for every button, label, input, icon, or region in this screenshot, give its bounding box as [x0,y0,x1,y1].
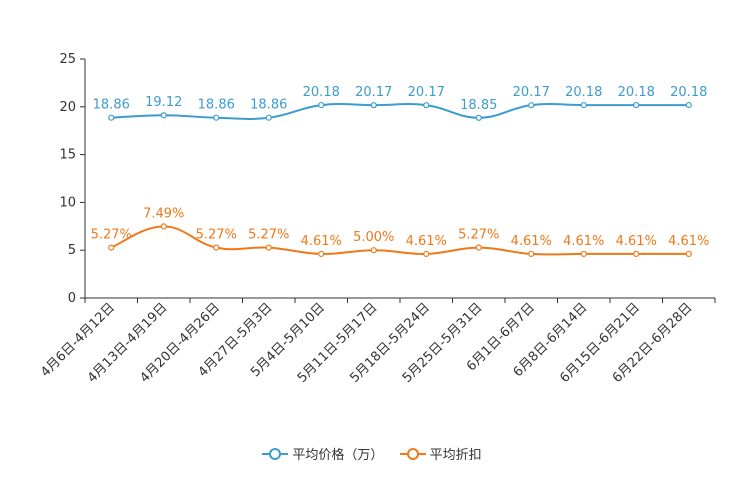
data-label-1-5: 5.00% [353,230,394,245]
data-label-1-3: 5.27% [248,228,289,243]
data-labels: 18.86 19.12 18.86 18.86 20.18 20.17 20.17 18.85… [91,85,710,249]
y-tick-label: 20 [59,100,76,115]
data-point-1-11[interactable] [685,250,692,258]
y-tick-label: 15 [59,148,76,163]
legend-marker-discount-icon [399,447,426,460]
data-point-1-2[interactable] [213,244,220,251]
data-point-1-6[interactable] [423,250,430,258]
data-label-1-7: 5.27% [458,228,499,243]
data-point-0-11[interactable] [685,101,692,109]
data-point-0-8[interactable] [528,102,535,109]
data-label-0-10: 20.18 [618,85,655,100]
data-label-1-10: 4.61% [616,234,657,249]
data-point-0-10[interactable] [633,101,640,109]
data-label-1-11: 4.61% [668,234,709,249]
data-label-0-2: 18.86 [198,98,235,113]
y-tick-label: 25 [59,52,76,67]
data-point-1-5[interactable] [370,247,377,254]
data-point-1-0[interactable] [108,244,115,251]
y-axis-ticks: 0 5 10 15 20 25 [59,52,85,306]
data-point-0-3[interactable] [265,114,272,121]
data-point-1-3[interactable] [265,244,272,251]
data-point-1-9[interactable] [580,250,587,258]
data-point-1-4[interactable] [318,250,325,258]
data-label-0-0: 18.86 [93,98,130,113]
series-line-1 [110,225,689,256]
legend-label-price: 平均价格（万） [292,448,384,463]
y-tick-label: 10 [59,195,76,210]
data-label-0-5: 20.17 [355,85,392,100]
y-tick-label: 0 [68,291,76,306]
data-point-1-10[interactable] [633,250,640,258]
legend: 平均价格（万） 平均折扣 [0,444,744,465]
data-label-1-6: 4.61% [406,234,447,249]
data-point-1-7[interactable] [475,244,482,251]
legend-item-price[interactable]: 平均价格（万） [262,444,383,463]
data-label-0-7: 18.85 [460,98,497,113]
data-label-1-9: 4.61% [563,234,604,249]
data-label-1-2: 5.27% [196,228,237,243]
data-point-0-0[interactable] [108,114,115,121]
legend-label-discount: 平均折扣 [429,448,482,463]
data-point-0-9[interactable] [580,101,587,109]
data-label-0-9: 20.18 [565,85,602,100]
data-point-1-8[interactable] [528,250,535,258]
series-line-0 [111,103,689,120]
data-label-0-6: 20.17 [408,85,445,100]
data-point-0-6[interactable] [423,102,430,109]
data-label-0-4: 20.18 [303,85,340,100]
data-point-0-7[interactable] [475,114,482,121]
series-points [108,101,692,258]
series-lines [110,103,689,256]
data-point-1-1[interactable] [160,223,167,230]
data-label-1-8: 4.61% [511,234,552,249]
data-label-0-3: 18.86 [250,98,287,113]
y-tick-label: 5 [68,243,76,258]
x-axis-labels: 4月6日-4月12日4月13日-4月19日4月20日-4月26日4月27日-5月… [38,298,716,386]
data-point-0-4[interactable] [318,101,325,109]
data-label-1-0: 5.27% [91,228,132,243]
data-label-0-1: 19.12 [145,95,182,110]
data-point-0-1[interactable] [160,112,167,119]
data-label-1-1: 7.49% [143,206,184,221]
data-label-0-11: 20.18 [670,85,707,100]
legend-item-discount[interactable]: 平均折扣 [399,444,482,463]
data-label-1-4: 4.61% [301,234,342,249]
data-label-0-8: 20.17 [513,85,550,100]
data-point-0-5[interactable] [370,102,377,109]
data-point-0-2[interactable] [213,114,220,121]
legend-marker-price-icon [262,447,289,460]
